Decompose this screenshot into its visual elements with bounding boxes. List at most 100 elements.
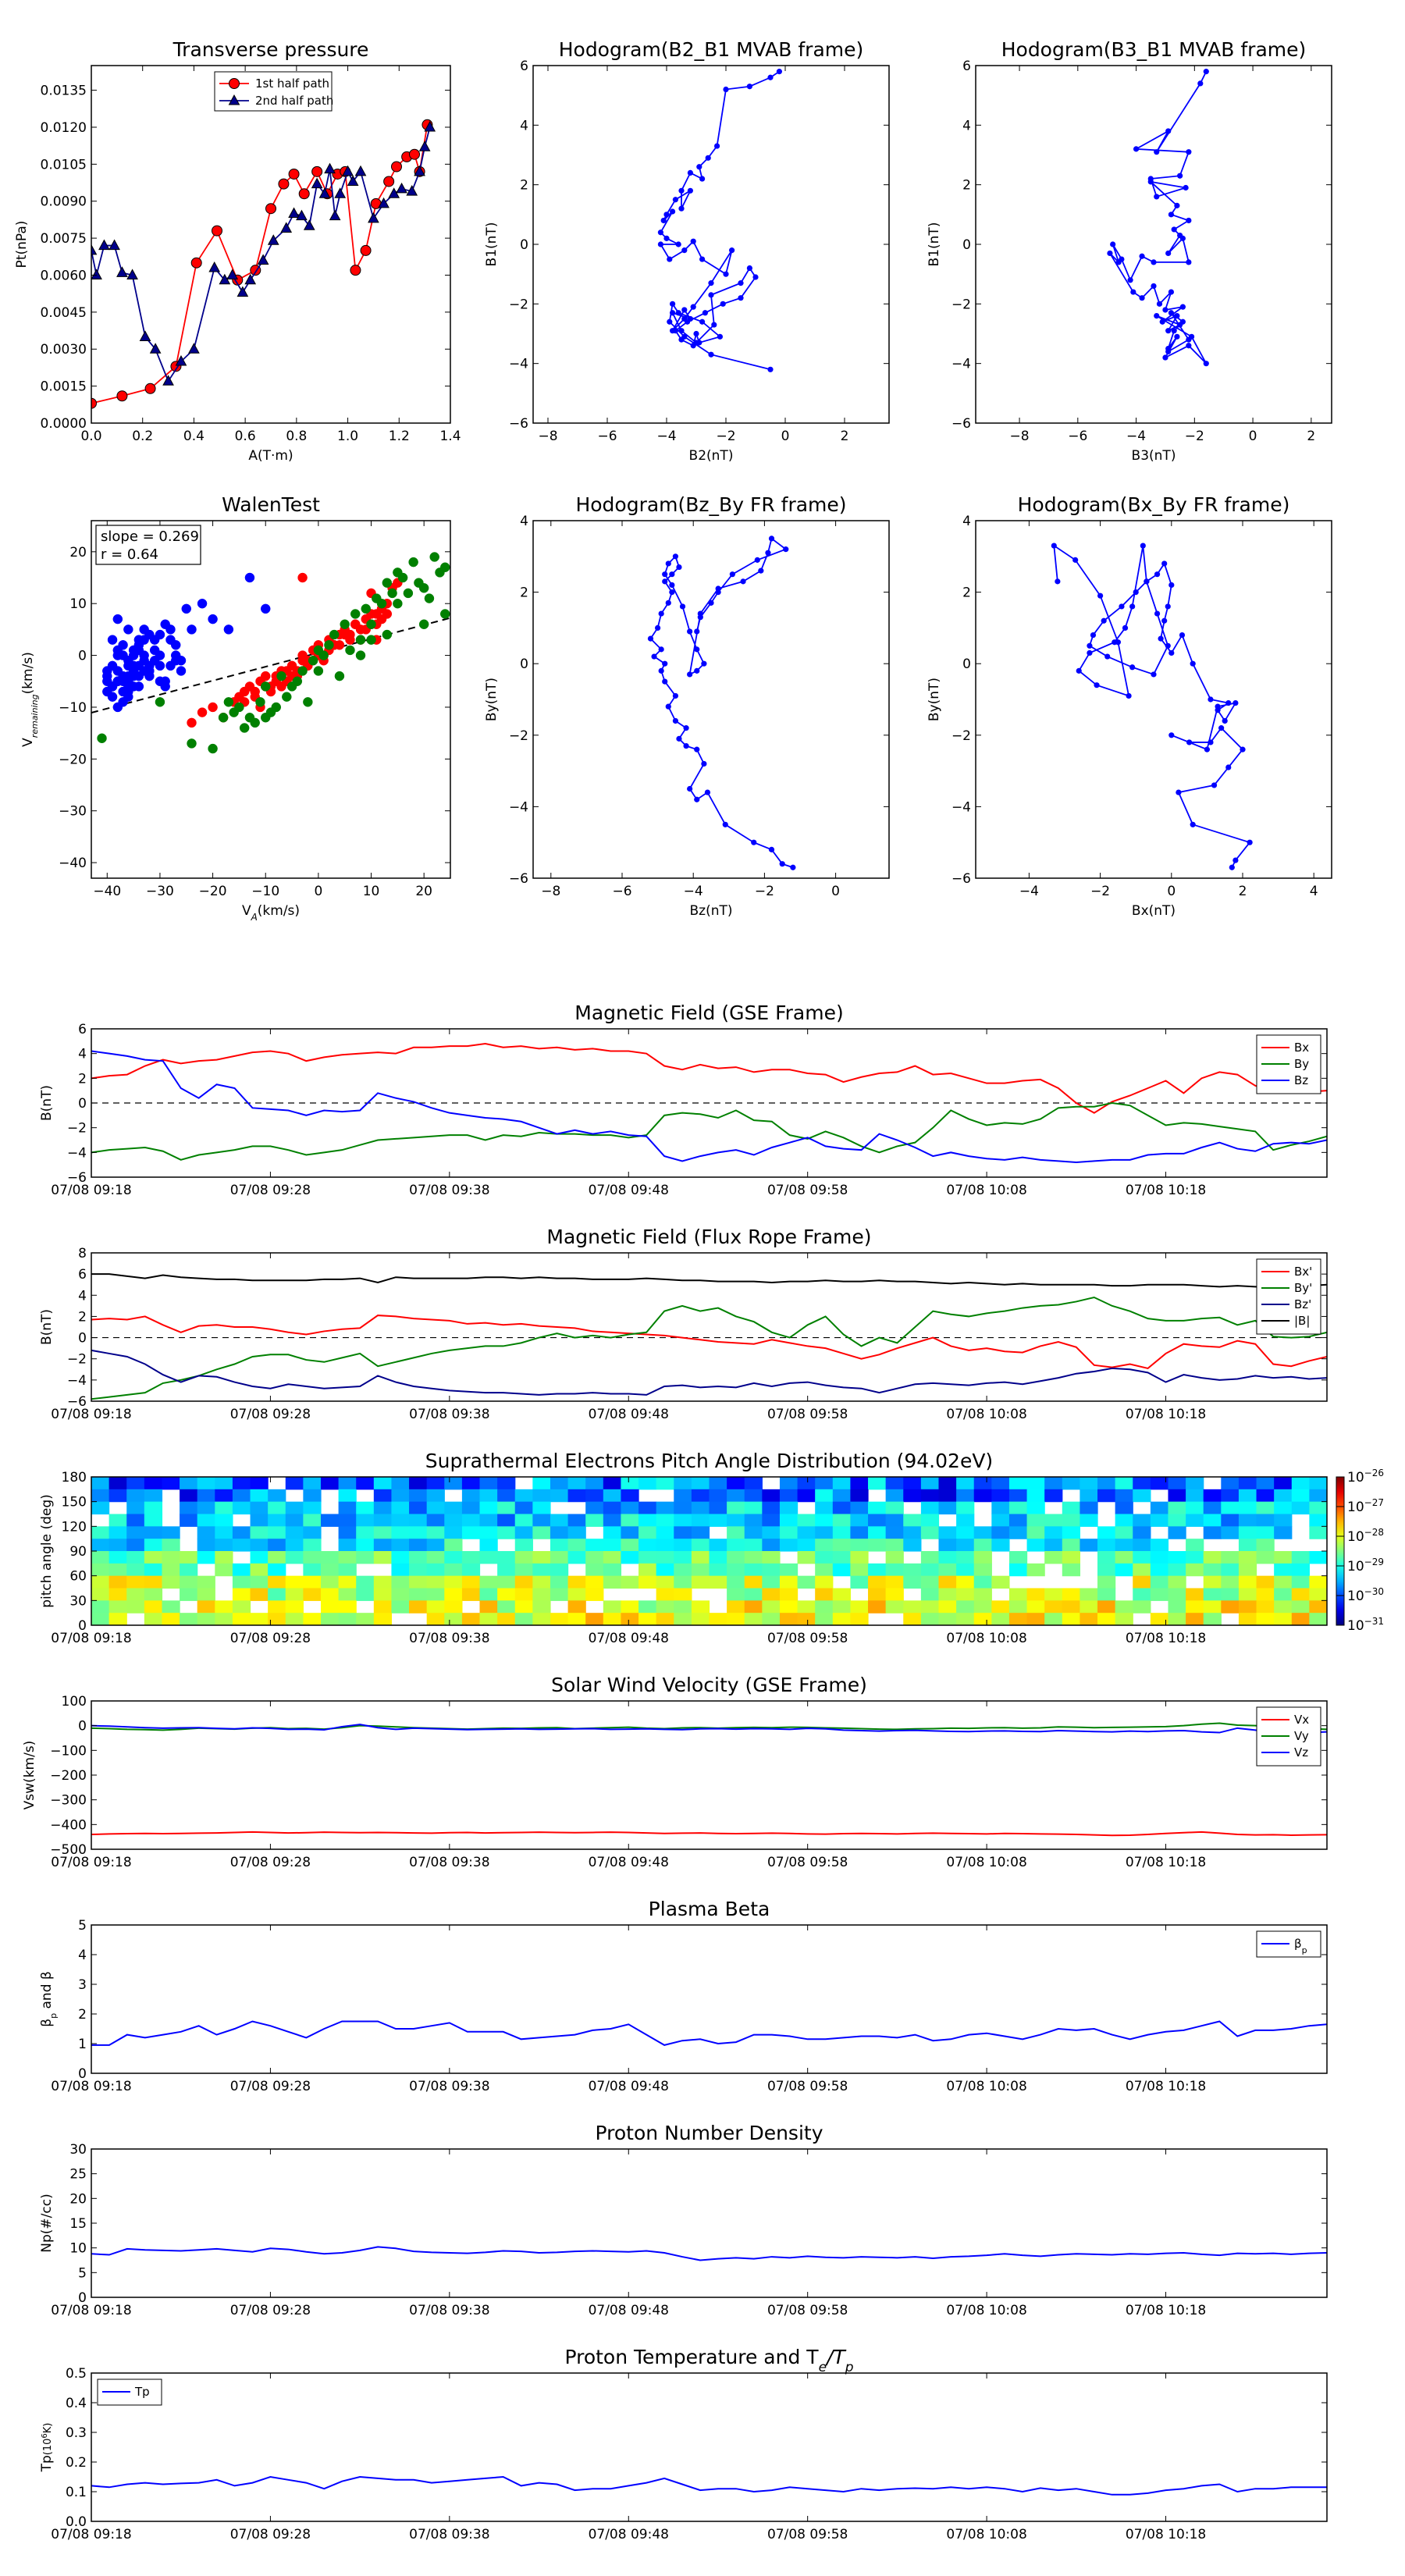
heat-cell (232, 1613, 251, 1625)
heat-cell (108, 1514, 127, 1527)
heat-cell (373, 1613, 393, 1625)
heat-cell (691, 1600, 710, 1614)
data-point (208, 261, 221, 272)
data-point (1229, 864, 1235, 870)
heat-cell (268, 1526, 286, 1539)
heat-cell (320, 1588, 340, 1601)
heat-cell (409, 1551, 428, 1564)
heat-cell (373, 1526, 393, 1539)
heat-cell (1274, 1600, 1293, 1614)
heat-cell (461, 1563, 481, 1577)
x-tick-label: 07/08 10:18 (1126, 1631, 1206, 1646)
data-point (720, 301, 726, 307)
heat-cell (550, 1514, 569, 1527)
heat-cell (91, 1600, 110, 1614)
data-point (705, 155, 711, 161)
data-point (1168, 310, 1175, 316)
heat-cell (779, 1563, 799, 1577)
x-tick-label: 07/08 09:38 (409, 1183, 489, 1198)
heat-cell (1044, 1489, 1063, 1503)
y-tick-label: −400 (50, 1817, 87, 1833)
data-point (658, 667, 664, 674)
heat-cell (426, 1551, 445, 1564)
heat-cell (497, 1588, 516, 1601)
heat-cell (920, 1551, 940, 1564)
data-point (318, 187, 331, 198)
heat-cell (180, 1489, 198, 1503)
heat-cell (762, 1588, 781, 1601)
heat-cell (426, 1489, 445, 1503)
x-tick-label: 07/08 09:38 (409, 1855, 489, 1870)
heat-cell (727, 1613, 745, 1625)
heat-cell (762, 1489, 781, 1503)
heat-cell (832, 1514, 852, 1527)
heat-cell (162, 1600, 180, 1614)
heat-cell (832, 1563, 852, 1577)
data-point (175, 354, 187, 366)
heat-cell (514, 1539, 533, 1552)
data-point (1225, 699, 1232, 706)
data-point (1240, 746, 1246, 753)
heat-cell (338, 1514, 357, 1527)
heat-cell (338, 1551, 357, 1564)
x-tick-label: 07/08 09:28 (230, 2303, 311, 2318)
heat-cell (162, 1526, 180, 1539)
heat-cell (232, 1539, 251, 1552)
heat-cell (1044, 1613, 1063, 1625)
heat-cell (1080, 1514, 1098, 1527)
heat-cell (1008, 1600, 1028, 1614)
heat-cell (303, 1588, 322, 1601)
data-point (662, 571, 668, 578)
heat-cell (285, 1539, 304, 1552)
heat-cell (991, 1600, 1010, 1614)
heat-cell (815, 1489, 834, 1503)
data-point (313, 666, 324, 676)
heat-cell (815, 1575, 834, 1589)
data-point (1232, 699, 1239, 706)
y-tick-label: 4 (962, 514, 971, 529)
heat-cell (532, 1489, 551, 1503)
heat-cell (797, 1539, 816, 1552)
data-point (429, 552, 439, 562)
data-point (1162, 354, 1168, 361)
data-point (126, 269, 138, 279)
panel-beta: Plasma Beta 07/08 09:18 07/08 09:28 07/08 0… (39, 1898, 1328, 2094)
heat-cell (973, 1575, 992, 1589)
data-point (288, 207, 300, 219)
heat-cell (621, 1613, 639, 1625)
x-tick-label: 07/08 09:28 (230, 2527, 311, 2542)
data-point (350, 619, 361, 630)
data-point (687, 187, 694, 194)
panel-title: Transverse pressure (173, 38, 369, 61)
y-tick-label: −6 (509, 871, 528, 887)
heat-cell (903, 1539, 922, 1552)
heat-cell (744, 1526, 763, 1539)
y-tick-label: 0.5 (66, 2366, 87, 2382)
data-point (738, 295, 744, 301)
heat-cell (391, 1526, 410, 1539)
data-point (662, 660, 668, 667)
heat-cell (1044, 1539, 1063, 1552)
heat-cell (621, 1551, 639, 1564)
heat-cell (250, 1613, 269, 1625)
heat-cell (1150, 1588, 1169, 1601)
data-point (234, 702, 244, 713)
heat-cell (373, 1588, 393, 1601)
data-point (244, 572, 255, 583)
legend-label: 1st half path (255, 76, 329, 91)
y-tick-label: 90 (69, 1544, 87, 1560)
data-point (790, 864, 796, 870)
heat-cell (1133, 1588, 1151, 1601)
x-tick-label: 07/08 09:38 (409, 2527, 489, 2542)
plot-area (91, 1477, 1327, 1625)
heat-cell (1186, 1551, 1204, 1564)
data-point (676, 564, 682, 571)
data-point (1179, 632, 1186, 639)
heat-cell (938, 1477, 957, 1490)
heat-cell (674, 1501, 692, 1515)
heat-cell (885, 1575, 904, 1589)
heat-cell (479, 1613, 498, 1625)
data-point (265, 707, 276, 717)
heat-cell (514, 1526, 533, 1539)
heat-cell (1008, 1514, 1028, 1527)
